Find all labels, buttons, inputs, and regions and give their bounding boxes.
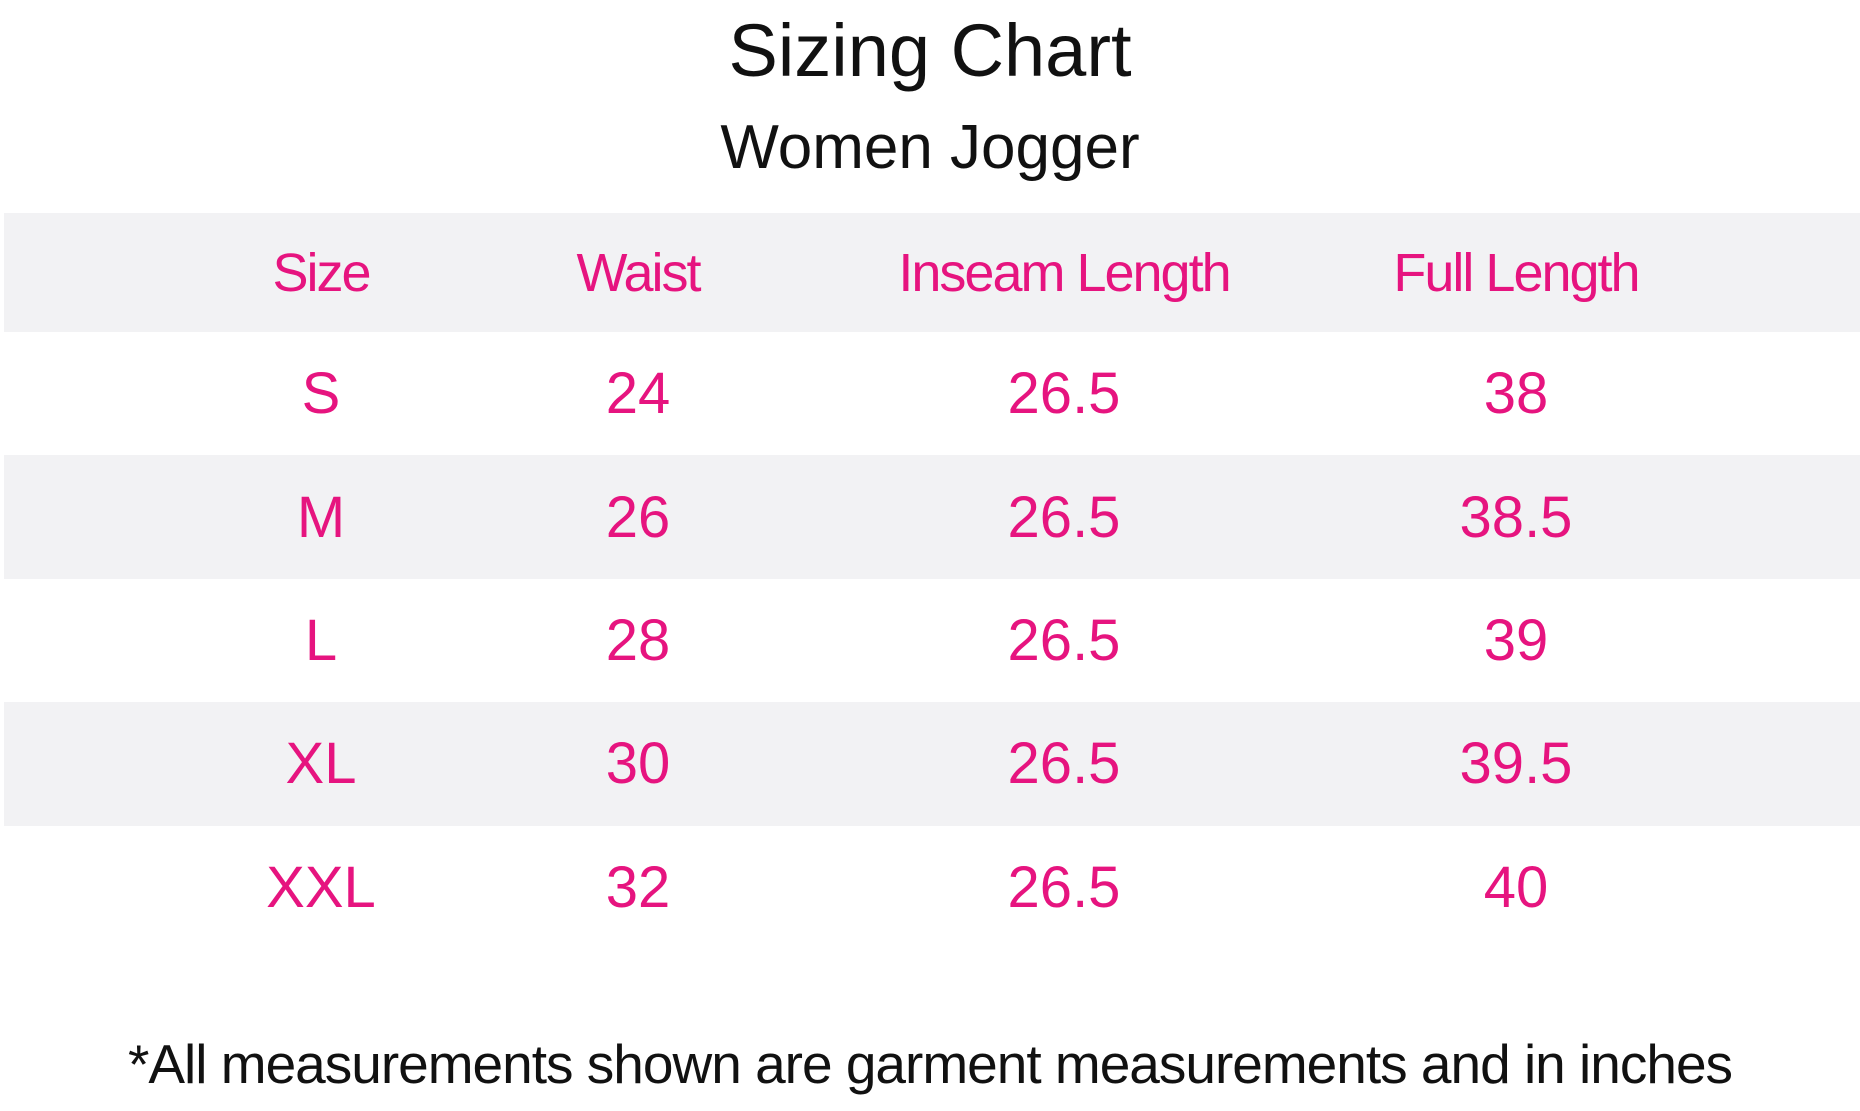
- row-band: [4, 455, 1860, 579]
- subtitle: Women Jogger: [720, 113, 1140, 182]
- table-cell: 38: [1483, 361, 1549, 427]
- table-cell: L: [304, 607, 338, 673]
- table-cell: 26: [605, 484, 671, 550]
- table-cell: XXL: [266, 854, 376, 920]
- table-cell: S: [301, 361, 341, 427]
- table-cell: 26.5: [1007, 484, 1121, 550]
- table-cell: 26.5: [1007, 361, 1121, 427]
- column-header: Size: [272, 242, 371, 303]
- table-cell: 40: [1483, 854, 1549, 920]
- table-cell: 32: [605, 854, 671, 920]
- table-cell: 39.5: [1459, 731, 1573, 797]
- table-cell: 24: [605, 361, 671, 427]
- table-cell: 39: [1483, 607, 1549, 673]
- column-header: Waist: [576, 242, 702, 303]
- title: Sizing Chart: [728, 9, 1132, 92]
- table-cell: 26.5: [1007, 731, 1121, 797]
- table-cell: 26.5: [1007, 854, 1121, 920]
- row-band: [4, 702, 1860, 826]
- table-cell: M: [296, 484, 346, 550]
- column-header: Full Length: [1393, 242, 1640, 303]
- column-header: Inseam Length: [898, 242, 1231, 303]
- header-band: [4, 213, 1860, 332]
- table-cell: XL: [285, 731, 357, 797]
- table-cell: 26.5: [1007, 607, 1121, 673]
- table-cell: 38.5: [1459, 484, 1573, 550]
- footnote: *All measurements shown are garment meas…: [127, 1033, 1733, 1095]
- table-cell: 30: [605, 731, 671, 797]
- table-cell: 28: [605, 607, 671, 673]
